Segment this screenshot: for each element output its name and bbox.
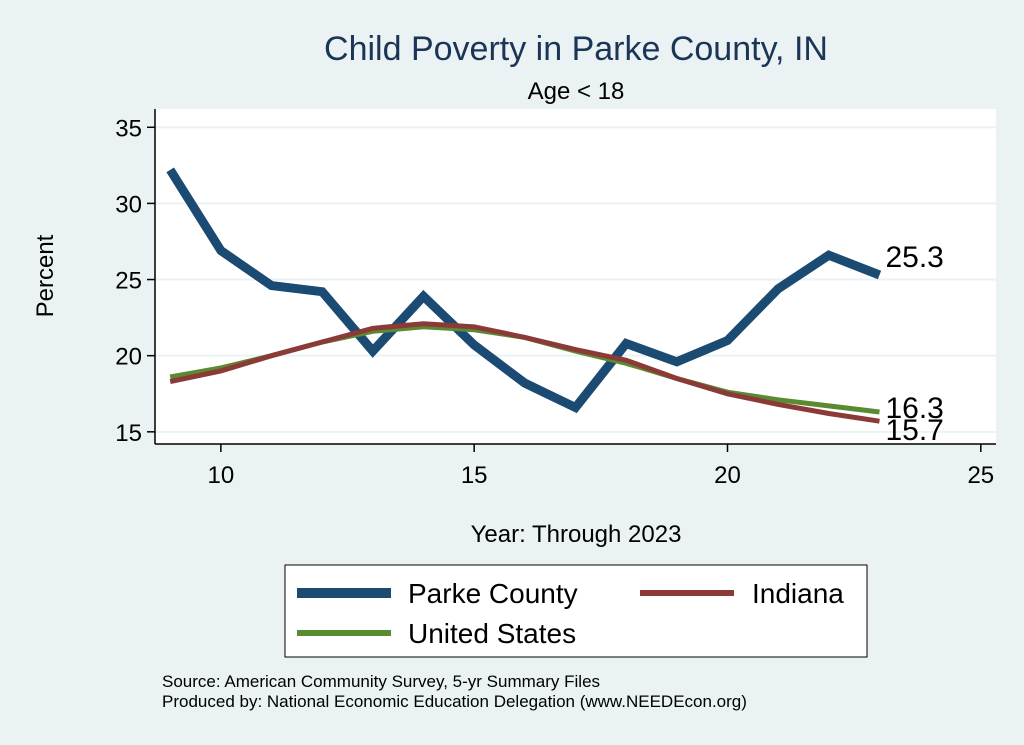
produced-by-note: Produced by: National Economic Education… [162,692,747,711]
y-tick-label-35: 35 [115,115,142,142]
legend-label-indiana: Indiana [752,578,844,609]
y-tick-label-20: 20 [115,344,142,371]
legend-box [284,564,868,658]
source-note: Source: American Community Survey, 5-yr … [162,672,600,691]
end-label-indiana: 15.7 [885,414,943,447]
x-tick-label-10: 10 [208,462,235,489]
end-label-united-states: 16.3 [885,392,943,425]
series-layer [166,167,882,424]
chart-title: Child Poverty in Parke County, IN [324,30,828,68]
x-axis-label: Year: Through 2023 [471,521,682,548]
series-line-indiana [169,321,880,424]
legend-label-united-states: United States [408,618,576,649]
x-tick-label-20: 20 [714,462,741,489]
series-line-parke-county [166,167,882,414]
plot-area [155,109,996,444]
end-labels: 25.3 15.716.3 [885,241,943,447]
x-tick-label-15: 15 [461,462,488,489]
y-axis-label: Percent [32,234,59,317]
end-label-parke-county: 25.3 [885,241,943,274]
y-tick-label-15: 15 [115,420,142,447]
y-tick-label-25: 25 [115,268,142,295]
y-tick-label-30: 30 [115,191,142,218]
chart-subtitle: Age < 18 [528,78,625,105]
grid [155,126,996,433]
axes: 15 20 25 30 35 10 15 20 25 [115,109,996,489]
x-tick-label-25: 25 [967,462,994,489]
legend: Parke County Indiana United States [284,564,868,658]
legend-label-parke-county: Parke County [408,578,578,609]
